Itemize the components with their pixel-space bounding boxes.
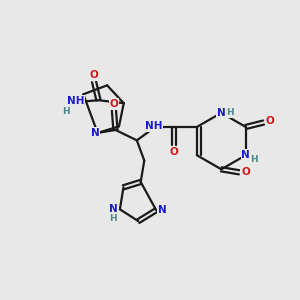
Text: NH: NH — [67, 96, 84, 106]
Text: O: O — [169, 147, 178, 157]
Text: H: H — [63, 107, 70, 116]
Text: N: N — [242, 150, 250, 160]
Text: N: N — [217, 108, 226, 118]
Text: O: O — [110, 99, 118, 109]
Text: N: N — [158, 205, 167, 215]
Text: N: N — [91, 128, 100, 138]
Text: O: O — [266, 116, 274, 126]
Text: O: O — [241, 167, 250, 177]
Text: H: H — [226, 108, 233, 117]
Text: H: H — [110, 214, 117, 223]
Text: H: H — [250, 155, 258, 164]
Text: NH: NH — [145, 122, 163, 131]
Text: N: N — [109, 204, 118, 214]
Text: O: O — [89, 70, 98, 80]
